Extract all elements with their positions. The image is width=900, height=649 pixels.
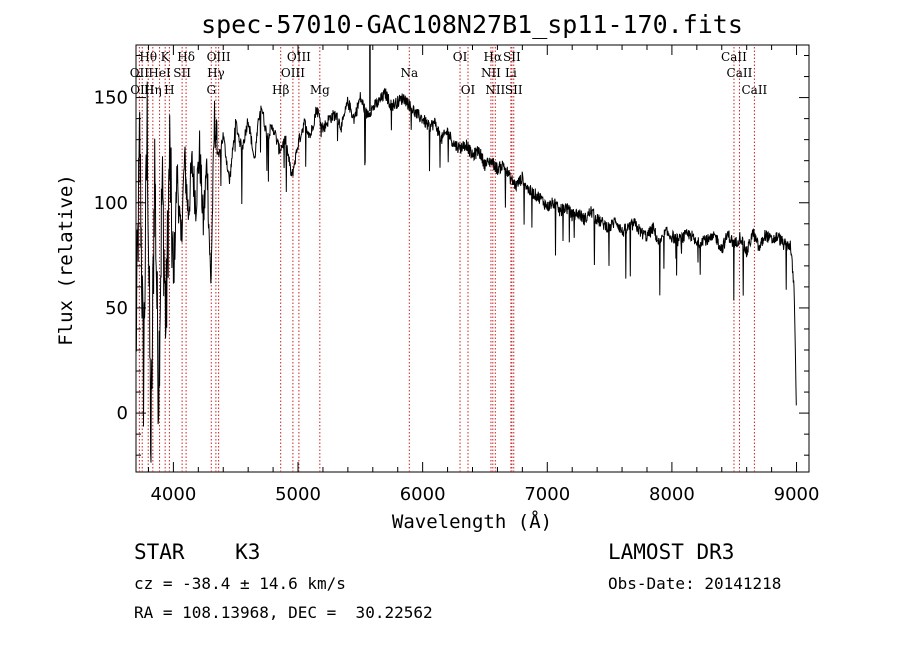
classification-label: STAR K3 [134,540,261,564]
y-tick-label: 0 [117,403,128,424]
flux-series [135,45,797,463]
y-tick-label: 150 [94,88,128,109]
flux-line [135,81,797,463]
spectral-line-label: CaII [741,83,767,97]
spectral-line-label: Mg [310,83,330,97]
survey-label: LAMOST DR3 [608,540,735,564]
spectral-line-label: H [164,83,174,97]
spectral-line-label: Hθ [139,50,157,64]
axis-tick-labels: 4000 5000 6000 7000 8000 9000 0 50 100 150 [94,88,820,505]
spectral-line-label: SII [505,83,523,97]
spectral-line-label: OII [130,66,150,80]
spectral-line-label: NII [481,66,501,80]
spectral-line-label: OIII [281,66,305,80]
x-tick-label: 9000 [774,484,820,505]
spectral-line-label: SII [173,66,191,80]
coordinates-label: RA = 108.13968, DEC = 30.22562 [134,603,433,622]
x-tick-label: 4000 [150,484,196,505]
spectral-line-label: SII [503,50,521,64]
x-tick-label: 8000 [649,484,695,505]
redshift-label: cz = -38.4 ± 14.6 km/s [134,574,346,593]
spectral-line-label: OI [453,50,468,64]
x-tick-label: 7000 [524,484,570,505]
spectral-line-label: OIII [287,50,311,64]
spectral-line-label: NII [485,83,505,97]
obs-date-label: Obs-Date: 20141218 [608,574,782,593]
spectral-line-label: OI [461,83,476,97]
spectral-line-markers [138,47,755,472]
spectral-line-label: Hβ [272,83,289,97]
y-tick-label: 100 [94,193,128,214]
spectral-line-label: G [206,83,216,97]
spectral-line-label: CaII [721,50,747,64]
spectral-line-label: Hγ [207,66,225,80]
spectral-line-label: CaII [727,66,753,80]
spectral-line-label: Hα [484,50,503,64]
spectral-line-label: OIII [207,50,231,64]
x-tick-label: 5000 [275,484,321,505]
spectral-line-label: Na [400,66,418,80]
spectral-line-label: OIII [130,83,154,97]
x-axis-label: Wavelength (Å) [392,510,552,533]
spectral-line-label: K [161,50,171,64]
x-tick-label: 6000 [400,484,446,505]
spectral-line-label: Li [505,66,517,80]
plot-frame [135,44,810,473]
axis-ticks [136,45,809,472]
spectral-line-label: HeI [148,66,171,80]
y-axis-label: Flux (relative) [55,174,77,346]
spectral-line-label: Hη [144,83,162,97]
y-tick-label: 50 [105,298,128,319]
spectral-line-label: Hδ [177,50,195,64]
chart-title: spec-57010-GAC108N27B1_sp11-170.fits [201,10,743,39]
